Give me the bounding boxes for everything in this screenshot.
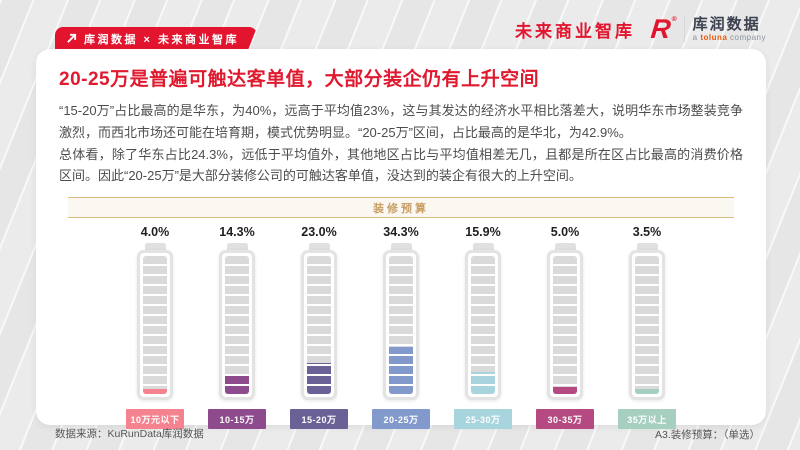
brand-title: 未来商业智库 [514, 21, 635, 41]
value-label: 4.0% [140, 225, 170, 240]
battery-fill [471, 372, 495, 395]
category-label: 30-35万 [536, 409, 594, 430]
paragraph: “15-20万”占比最高的是华东，为40%，远高于平均值23%，这与其发达的经济… [59, 103, 743, 140]
value-label: 34.3% [383, 225, 419, 240]
battery-body [301, 250, 337, 401]
category-label: 10万元以下 [126, 409, 184, 430]
battery-body [383, 250, 419, 401]
logo-r-icon: R® [649, 13, 678, 44]
content-card: 20-25万是普遍可触达客单值，大部分装企仍有上升空间 “15-20万”占比最高… [36, 49, 766, 430]
battery-column-1: 14.3% 10-15万 [206, 225, 268, 430]
battery-fill [389, 346, 413, 395]
battery-body [629, 250, 665, 401]
category-label: 35万以上 [618, 409, 676, 430]
arrow-up-right-icon [66, 33, 77, 44]
badge-label: 库润数据 × 未来商业智库 [84, 33, 240, 46]
battery-fill [553, 387, 577, 395]
battery-chart: 4.0% 10万元以下 14.3% 10-15万 23.0% 15-20万 34.3% 20-… [124, 225, 678, 430]
category-label: 25-30万 [454, 409, 512, 430]
category-label: 20-25万 [372, 409, 430, 430]
battery-body [219, 250, 255, 401]
chart-title-bar: 装修预算 [68, 197, 734, 219]
battery-cap [308, 243, 330, 251]
question-ref: A3.装修预算：（单选） [654, 429, 760, 441]
category-label: 15-20万 [290, 409, 348, 430]
battery-column-0: 4.0% 10万元以下 [124, 225, 186, 430]
header-badge: 库润数据 × 未来商业智库 [55, 27, 257, 50]
battery-body [465, 250, 501, 401]
battery-body [547, 250, 583, 401]
value-label: 14.3% [219, 225, 255, 240]
battery-cap [472, 243, 494, 251]
header-branding: 未来商业智库 R® 库润数据 a toluna company [515, 12, 766, 46]
logo-subtitle: a toluna company [692, 33, 766, 43]
battery-fill [225, 374, 249, 395]
value-label: 5.0% [550, 225, 580, 240]
paragraph: 总体看，除了华东占比24.3%，远低于平均值外，其他地区占比与平均值相差无几，且… [59, 146, 743, 184]
battery-column-3: 34.3% 20-25万 [370, 225, 432, 430]
battery-column-2: 23.0% 15-20万 [288, 225, 350, 430]
battery-fill [635, 389, 659, 395]
battery-fill [143, 388, 167, 395]
battery-column-6: 3.5% 35万以上 [616, 225, 678, 430]
category-label: 10-15万 [208, 409, 266, 430]
battery-cap [390, 243, 412, 251]
body-text: “15-20万”占比最高的是华东，为40%，远高于平均值23%，这与其发达的经济… [59, 100, 743, 187]
battery-column-4: 15.9% 25-30万 [452, 225, 514, 430]
battery-cap [226, 243, 248, 251]
value-label: 15.9% [465, 225, 501, 240]
battery-cap [144, 243, 166, 251]
logo-name: 库润数据 [692, 15, 761, 33]
kurundata-logo: R® 库润数据 a toluna company [649, 13, 766, 44]
battery-body [137, 250, 173, 401]
battery-fill [307, 362, 331, 395]
logo-divider [683, 16, 685, 42]
value-label: 3.5% [632, 225, 662, 240]
battery-column-5: 5.0% 30-35万 [534, 225, 596, 430]
battery-cap [636, 243, 658, 251]
value-label: 23.0% [301, 225, 337, 240]
battery-cap [554, 243, 576, 251]
data-source: 数据来源：KuRunData库润数据 [55, 428, 204, 440]
page-title: 20-25万是普遍可触达客单值，大部分装企仍有上升空间 [59, 69, 540, 90]
